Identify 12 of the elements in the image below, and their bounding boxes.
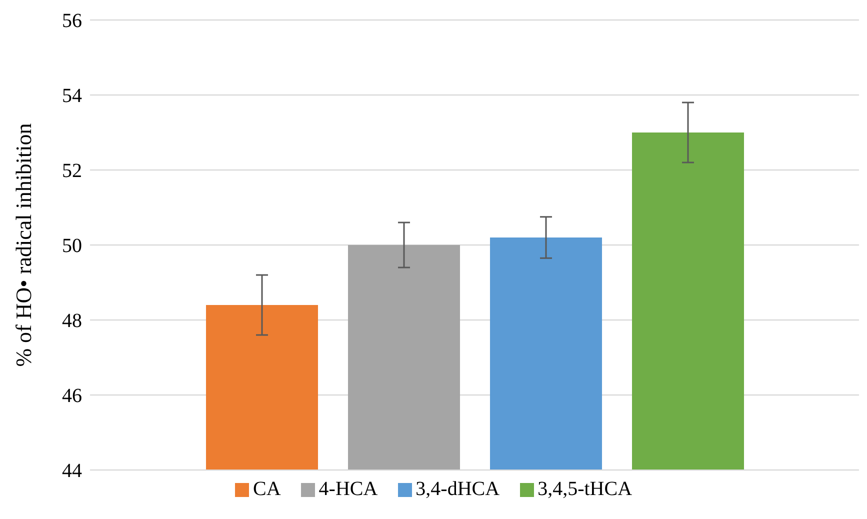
y-tick-label: 54 [62, 85, 82, 108]
y-tick-label: 44 [62, 460, 82, 482]
y-tick-label: 56 [62, 10, 82, 32]
y-tick-label: 52 [62, 160, 82, 182]
legend-label: CA [252, 478, 281, 500]
legend-label: 4-HCA [318, 478, 378, 500]
y-tick-label: 48 [62, 310, 82, 332]
y-tick-label: 50 [62, 235, 82, 258]
y-axis-title: % of HO• radical inhibition [10, 123, 36, 367]
legend-label: 3,4,5-tHCA [538, 478, 632, 500]
y-tick-label: 46 [62, 385, 82, 408]
legend-label: 3,4-dHCA [416, 478, 500, 500]
